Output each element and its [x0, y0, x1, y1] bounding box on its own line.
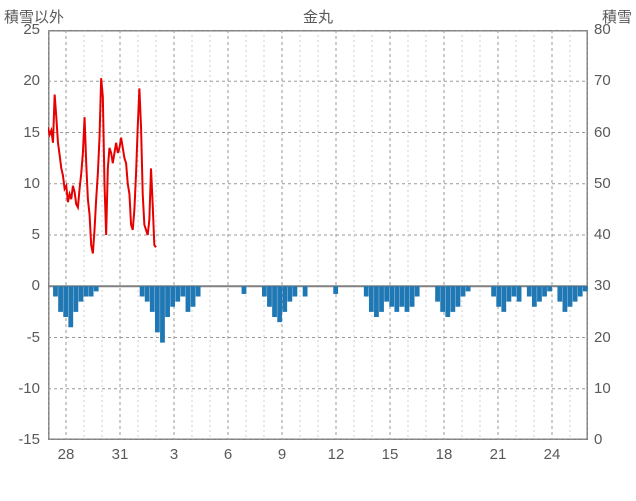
snow-bar[interactable]	[547, 286, 552, 291]
snow-bar[interactable]	[191, 286, 196, 307]
snow-bar[interactable]	[466, 286, 471, 291]
snow-bar[interactable]	[150, 286, 155, 312]
snow-bar[interactable]	[73, 286, 78, 312]
x-tick-6[interactable]: 6	[213, 446, 243, 463]
x-tick-24[interactable]: 24	[537, 446, 567, 463]
snow-bar[interactable]	[527, 286, 532, 296]
snow-bar[interactable]	[272, 286, 277, 317]
right-tick-0[interactable]: 0	[594, 431, 634, 448]
snow-bar[interactable]	[410, 286, 415, 307]
snow-bar[interactable]	[400, 286, 405, 307]
snow-bar[interactable]	[277, 286, 282, 322]
snow-bar[interactable]	[68, 286, 73, 327]
snow-bar[interactable]	[89, 286, 94, 296]
snow-bar[interactable]	[379, 286, 384, 312]
snow-bar[interactable]	[53, 286, 58, 296]
x-tick-31[interactable]: 31	[105, 446, 135, 463]
left-tick--5[interactable]: -5	[0, 329, 40, 346]
snow-bar[interactable]	[287, 286, 292, 301]
snow-bar[interactable]	[537, 286, 542, 301]
right-tick-30[interactable]: 30	[594, 277, 634, 294]
snow-bar[interactable]	[501, 286, 506, 312]
left-tick-20[interactable]: 20	[0, 72, 40, 89]
snow-bar[interactable]	[196, 286, 201, 296]
snow-bar[interactable]	[282, 286, 287, 312]
x-tick-3[interactable]: 3	[159, 446, 189, 463]
snow-bars-series[interactable]	[53, 286, 588, 342]
snow-bar[interactable]	[155, 286, 160, 332]
x-tick-21[interactable]: 21	[483, 446, 513, 463]
snow-bar[interactable]	[262, 286, 267, 296]
snow-bar[interactable]	[145, 286, 150, 301]
x-tick-15[interactable]: 15	[375, 446, 405, 463]
snow-bar[interactable]	[583, 286, 588, 291]
snow-bar[interactable]	[512, 286, 517, 296]
x-tick-28[interactable]: 28	[51, 446, 81, 463]
snow-bar[interactable]	[175, 286, 180, 301]
snow-bar[interactable]	[496, 286, 501, 307]
chart-title: 金丸	[0, 6, 636, 27]
left-tick-0[interactable]: 0	[0, 277, 40, 294]
snow-bar[interactable]	[180, 286, 185, 296]
snow-bar[interactable]	[333, 286, 338, 294]
snow-bar[interactable]	[415, 286, 420, 296]
snow-bar[interactable]	[461, 286, 466, 296]
snow-bar[interactable]	[578, 286, 583, 296]
right-tick-10[interactable]: 10	[594, 380, 634, 397]
snow-bar[interactable]	[293, 286, 298, 296]
left-tick-5[interactable]: 5	[0, 226, 40, 243]
snow-bar[interactable]	[165, 286, 170, 317]
snow-bar[interactable]	[374, 286, 379, 317]
left-tick-25[interactable]: 25	[0, 21, 40, 38]
snow-bar[interactable]	[405, 286, 410, 312]
snow-bar[interactable]	[58, 286, 63, 312]
snow-bar[interactable]	[445, 286, 450, 317]
snow-bar[interactable]	[140, 286, 145, 296]
snow-bar[interactable]	[568, 286, 573, 307]
snow-bar[interactable]	[63, 286, 68, 317]
snow-bar[interactable]	[542, 286, 547, 296]
snow-bar[interactable]	[573, 286, 578, 301]
snow-bar[interactable]	[303, 286, 308, 296]
snow-bar[interactable]	[384, 286, 389, 301]
right-tick-40[interactable]: 40	[594, 226, 634, 243]
x-tick-18[interactable]: 18	[429, 446, 459, 463]
snow-bar[interactable]	[517, 286, 522, 301]
snow-bar[interactable]	[532, 286, 537, 307]
snow-bar[interactable]	[563, 286, 568, 312]
right-tick-80[interactable]: 80	[594, 21, 634, 38]
left-tick--15[interactable]: -15	[0, 431, 40, 448]
weather-chart: 金丸 積雪以外 積雪 25 20 15 10 5 0 -5 -10 -15 80 70 60 50 40…	[0, 0, 636, 501]
x-tick-12[interactable]: 12	[321, 446, 351, 463]
snow-bar[interactable]	[267, 286, 272, 307]
snow-bar[interactable]	[394, 286, 399, 312]
snow-bar[interactable]	[160, 286, 165, 342]
snow-bar[interactable]	[557, 286, 562, 301]
snow-bar[interactable]	[435, 286, 440, 301]
snow-bar[interactable]	[389, 286, 394, 307]
right-tick-70[interactable]: 70	[594, 72, 634, 89]
snow-bar[interactable]	[364, 286, 369, 296]
snow-bar[interactable]	[84, 286, 89, 296]
left-tick--10[interactable]: -10	[0, 380, 40, 397]
plot-area	[48, 30, 588, 440]
snow-bar[interactable]	[186, 286, 191, 312]
snow-bar[interactable]	[369, 286, 374, 312]
snow-bar[interactable]	[440, 286, 445, 312]
left-tick-15[interactable]: 15	[0, 124, 40, 141]
right-tick-50[interactable]: 50	[594, 175, 634, 192]
snow-bar[interactable]	[170, 286, 175, 307]
snow-bar[interactable]	[242, 286, 247, 294]
snow-bar[interactable]	[456, 286, 461, 307]
snow-bar[interactable]	[506, 286, 511, 301]
chart-svg[interactable]	[48, 30, 588, 440]
snow-bar[interactable]	[491, 286, 496, 296]
left-tick-10[interactable]: 10	[0, 175, 40, 192]
snow-bar[interactable]	[450, 286, 455, 312]
snow-bar[interactable]	[79, 286, 84, 301]
right-tick-60[interactable]: 60	[594, 124, 634, 141]
right-tick-20[interactable]: 20	[594, 329, 634, 346]
x-tick-9[interactable]: 9	[267, 446, 297, 463]
snow-bar[interactable]	[94, 286, 99, 291]
